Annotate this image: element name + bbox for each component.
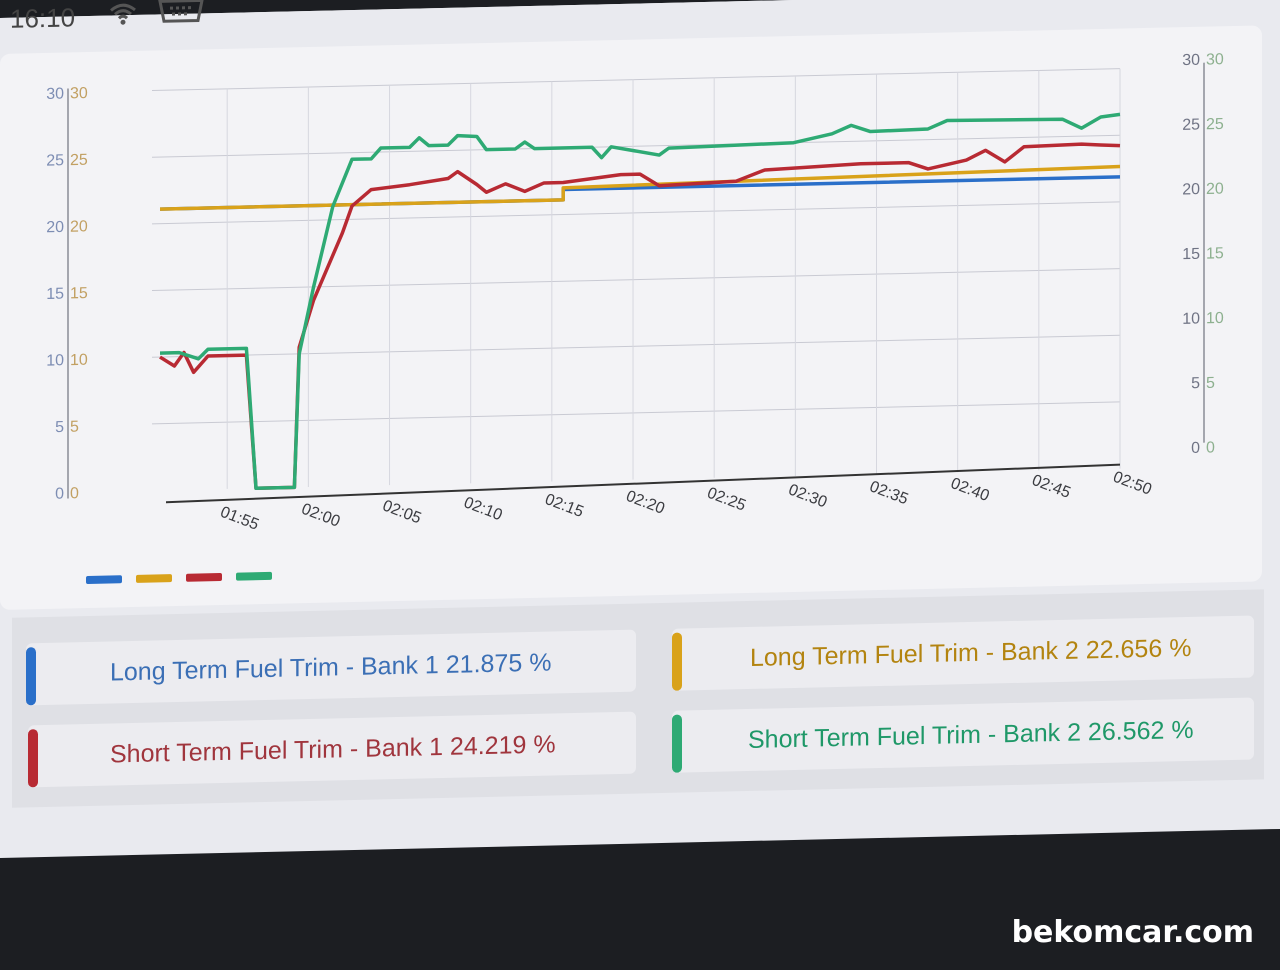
wifi-icon xyxy=(110,3,136,25)
y-tick-left-b: 25 xyxy=(70,152,88,169)
y-tick-right-b: 20 xyxy=(1206,181,1224,198)
x-tick-label: 02:00 xyxy=(299,501,343,531)
y-tick-left-a: 5 xyxy=(55,419,64,436)
y-tick-left-b: 30 xyxy=(70,85,88,102)
card-ltft-bank2[interactable]: Long Term Fuel Trim - Bank 2 22.656 % xyxy=(672,615,1254,691)
card-accent xyxy=(672,714,682,773)
grid-line-h xyxy=(152,201,1120,225)
grid-line-h xyxy=(152,134,1120,158)
y-tick-right-b: 0 xyxy=(1206,439,1215,456)
series-line-3 xyxy=(160,112,1121,490)
y-tick-left-a: 15 xyxy=(46,286,64,303)
y-tick-right-a: 5 xyxy=(1191,375,1200,392)
y-tick-left-b: 0 xyxy=(70,485,79,502)
y-tick-left-a: 0 xyxy=(55,486,64,503)
card-ltft-bank1-label: Long Term Fuel Trim - Bank 1 21.875 % xyxy=(110,648,552,687)
grid-line-h xyxy=(152,334,1120,358)
obd-connector-icon xyxy=(158,0,204,23)
status-time: 16:10 xyxy=(10,2,76,34)
card-stft-bank1[interactable]: Short Term Fuel Trim - Bank 1 24.219 % xyxy=(28,711,636,788)
y-tick-right-b: 15 xyxy=(1206,245,1224,262)
x-tick-label: 02:35 xyxy=(867,478,911,508)
grid-line-h xyxy=(152,401,1120,425)
x-tick-label: 02:30 xyxy=(786,481,830,511)
y-tick-right-a: 30 xyxy=(1182,52,1200,69)
chart-card: 0 0 5 5 10 10 15 15 20 20 25 25 30 30 0 0 5 5 10 10 15 15 20 20… xyxy=(0,25,1262,611)
y-tick-right-a: 10 xyxy=(1182,310,1200,327)
y-tick-left-a: 30 xyxy=(46,86,64,103)
x-tick-label: 02:15 xyxy=(542,491,586,521)
y-tick-left-a: 25 xyxy=(46,152,64,169)
legend-swatch-stft-bank2 xyxy=(236,571,272,581)
y-tick-left-b: 15 xyxy=(70,285,88,302)
y-tick-left-a: 10 xyxy=(46,352,64,369)
watermark: bekomcar.com xyxy=(1011,915,1254,950)
y-tick-right-b: 5 xyxy=(1206,375,1215,392)
y-tick-left-b: 10 xyxy=(70,352,88,369)
y-tick-right-a: 15 xyxy=(1182,246,1200,263)
device-screen: 16:10 0 0 5 5 10 10 15 15 20 20 25 25 30 30 0 0 5 5 10 10 15… xyxy=(0,0,1280,858)
legend-swatch-ltft-bank1 xyxy=(86,575,122,585)
status-bar: 16:10 xyxy=(0,0,1280,59)
x-tick-label: 02:05 xyxy=(380,497,424,527)
y-tick-right-a: 0 xyxy=(1191,440,1200,457)
x-axis-line xyxy=(165,463,1121,504)
series-line-2 xyxy=(159,142,1121,490)
y-tick-right-b: 10 xyxy=(1206,310,1224,327)
x-tick-label: 02:45 xyxy=(1029,472,1073,502)
card-stft-bank2-label: Short Term Fuel Trim - Bank 2 26.562 % xyxy=(748,715,1194,755)
x-tick-label: 02:50 xyxy=(1111,469,1155,499)
grid-line-h xyxy=(152,68,1120,92)
y-tick-left-b: 20 xyxy=(70,218,88,235)
grid-line-h xyxy=(152,268,1120,292)
card-accent xyxy=(26,647,36,706)
series-line-1 xyxy=(160,164,1121,211)
y-tick-left-b: 5 xyxy=(70,419,79,436)
card-accent xyxy=(28,729,38,788)
y-tick-right-a: 20 xyxy=(1182,181,1200,198)
card-ltft-bank2-label: Long Term Fuel Trim - Bank 2 22.656 % xyxy=(750,633,1192,672)
card-ltft-bank1[interactable]: Long Term Fuel Trim - Bank 1 21.875 % xyxy=(26,629,636,706)
card-stft-bank1-label: Short Term Fuel Trim - Bank 1 24.219 % xyxy=(110,730,556,769)
legend-swatch-ltft-bank2 xyxy=(136,574,172,583)
y-tick-right-b: 30 xyxy=(1206,51,1224,68)
y-tick-left-a: 20 xyxy=(46,219,64,236)
card-stft-bank2[interactable]: Short Term Fuel Trim - Bank 2 26.562 % xyxy=(672,697,1254,773)
x-tick-label: 02:40 xyxy=(948,475,992,505)
x-tick-label: 02:10 xyxy=(461,494,505,524)
y-tick-right-a: 25 xyxy=(1182,116,1200,133)
card-accent xyxy=(672,632,682,691)
x-tick-label: 01:55 xyxy=(218,504,262,534)
chart-legend xyxy=(86,571,272,585)
x-tick-label: 02:20 xyxy=(624,488,668,518)
legend-swatch-stft-bank1 xyxy=(186,572,222,582)
value-cards-area: Long Term Fuel Trim - Bank 1 21.875 % Lo… xyxy=(12,589,1264,808)
y-tick-right-b: 25 xyxy=(1206,116,1224,133)
x-tick-label: 02:25 xyxy=(705,485,749,515)
